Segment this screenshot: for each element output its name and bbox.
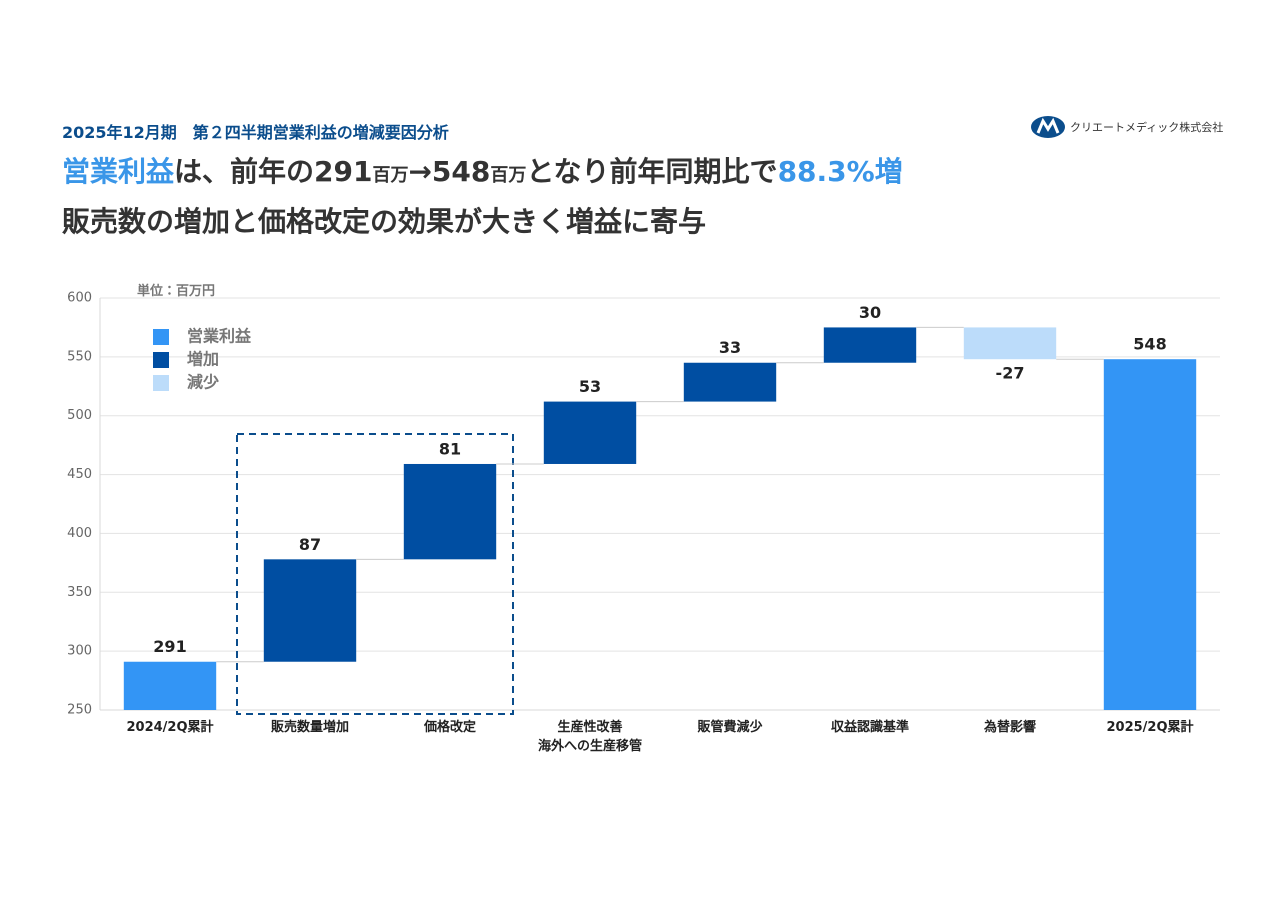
legend-swatch [153,329,169,345]
bar [543,401,637,464]
x-tick-label: 2025/2Q累計 [1106,720,1194,735]
y-tick-label: 450 [67,467,92,482]
headline-part: 営業利益 [62,155,175,188]
legend-swatch [153,352,169,368]
headline-part: は、前年の291 [174,155,373,188]
y-tick-label: 550 [67,349,92,364]
legend-label: 営業利益 [187,327,252,346]
bar [683,362,777,402]
highlight-box [236,433,514,715]
headline-part: 百万 [372,165,409,186]
logo-text: クリエートメディック株式会社 [1070,121,1224,134]
x-tick-label: 為替影響 [983,720,1036,735]
legend-label: 減少 [187,373,219,392]
subtitle: 2025年12月期 第２四半期営業利益の増減要因分析 [62,123,449,142]
bar [263,559,357,662]
y-tick-label: 350 [67,585,92,600]
y-tick-label: 300 [67,644,92,659]
x-tick-label: 2024/2Q累計 [126,720,214,735]
x-tick-label: 価格改定 [423,720,476,735]
legend-swatch [153,375,169,391]
value-label: 291 [153,637,186,656]
headline-part: 百万 [490,165,527,186]
logo-mark [1031,116,1065,138]
headline: 営業利益は、前年の291百万→548百万となり前年同期比で88.3%増 [62,150,903,190]
value-label: 30 [859,303,881,322]
unit-label: 単位：百万円 [137,284,216,299]
bar [403,463,497,560]
logo: クリエートメディック株式会社 [1030,115,1223,139]
value-label: 548 [1133,335,1166,354]
bar [123,661,217,710]
bar [1103,359,1197,710]
headline-2: 販売数の増加と価格改定の効果が大きく増益に寄与 [62,205,707,238]
value-label: -27 [996,364,1025,383]
bar [823,327,917,363]
x-tick-label: 販管費減少 [697,720,763,735]
y-tick-label: 400 [67,526,92,541]
y-tick-label: 600 [67,291,92,306]
bar [963,327,1057,360]
value-label: 33 [719,338,741,357]
value-label: 53 [579,377,601,396]
headline-part: →548 [408,155,491,188]
x-tick-label: 生産性改善 海外への生産移管 [537,720,642,754]
value-label: 81 [439,439,461,458]
legend-label: 増加 [187,350,219,369]
headline-part: となり前年同期比で [526,155,778,188]
headline-part: 88.3%増 [777,155,903,188]
y-tick-label: 500 [67,408,92,423]
x-tick-label: 販売数量増加 [270,720,349,735]
y-tick-label: 250 [67,703,92,718]
value-label: 87 [299,535,321,554]
x-tick-label: 収益認識基準 [830,720,909,735]
